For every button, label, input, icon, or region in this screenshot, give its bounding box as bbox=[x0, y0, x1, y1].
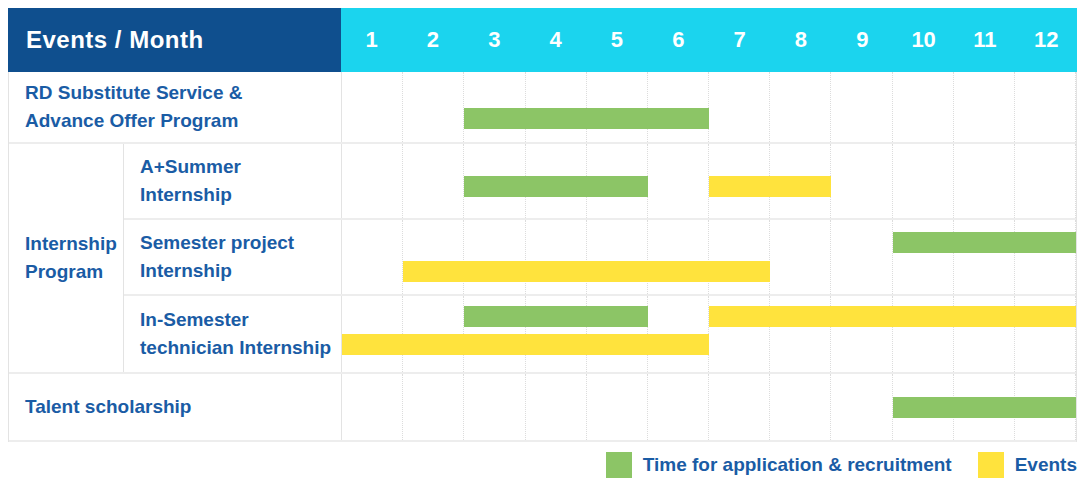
legend-label-events: Events bbox=[1015, 454, 1077, 476]
grid-cell-month-11 bbox=[954, 72, 1015, 142]
month-header: 123456789101112 bbox=[341, 8, 1077, 72]
month-label-2: 2 bbox=[402, 8, 463, 72]
month-label-9: 9 bbox=[832, 8, 893, 72]
grid-cell-month-2 bbox=[403, 220, 464, 294]
row-label: Talent scholarship bbox=[9, 374, 342, 440]
row-chart-area bbox=[342, 144, 1076, 218]
grid-cell-month-5 bbox=[587, 220, 648, 294]
grid-cell-month-7 bbox=[709, 374, 770, 440]
row-chart-area bbox=[342, 374, 1076, 440]
legend-item-application: Time for application & recruitment bbox=[606, 452, 952, 478]
table-header-row: Events / Month 123456789101112 bbox=[8, 8, 1077, 72]
gantt-bar-yellow bbox=[709, 306, 1076, 327]
month-label-11: 11 bbox=[954, 8, 1015, 72]
grid-cell-month-3 bbox=[464, 374, 525, 440]
month-label-1: 1 bbox=[341, 8, 402, 72]
grid-cell-month-1 bbox=[342, 220, 403, 294]
legend: Time for application & recruitment Event… bbox=[606, 452, 1077, 478]
grid-cell-month-9 bbox=[831, 220, 892, 294]
grid-cell-month-1 bbox=[342, 374, 403, 440]
row-label: In-Semester technician Internship bbox=[124, 296, 342, 372]
gantt-bar-green bbox=[464, 108, 709, 129]
month-label-12: 12 bbox=[1016, 8, 1077, 72]
events-month-header-cell: Events / Month bbox=[8, 8, 341, 72]
row-chart-area bbox=[342, 72, 1076, 142]
grid-cell-month-4 bbox=[526, 72, 587, 142]
gantt-body: RD Substitute Service & Advance Offer Pr… bbox=[8, 72, 1077, 442]
grid-cell-month-4 bbox=[526, 220, 587, 294]
row-label: RD Substitute Service & Advance Offer Pr… bbox=[9, 72, 342, 142]
grid-cell-month-3 bbox=[464, 72, 525, 142]
grid-cell-month-3 bbox=[464, 220, 525, 294]
legend-swatch-green bbox=[606, 452, 632, 478]
grid-cell-month-9 bbox=[831, 374, 892, 440]
gantt-row: Semester project Internship bbox=[124, 220, 1076, 296]
grid-cell-month-4 bbox=[526, 374, 587, 440]
grid-cell-month-2 bbox=[403, 72, 464, 142]
grid-cell-month-2 bbox=[403, 144, 464, 218]
grid-cell-month-9 bbox=[831, 72, 892, 142]
row-chart-area bbox=[342, 220, 1076, 294]
legend-item-events: Events bbox=[978, 452, 1077, 478]
month-label-6: 6 bbox=[648, 8, 709, 72]
grid-cell-month-11 bbox=[954, 144, 1015, 218]
group-label: Internship Program bbox=[9, 144, 124, 372]
month-label-8: 8 bbox=[770, 8, 831, 72]
gantt-row: In-Semester technician Internship bbox=[124, 296, 1076, 372]
gantt-bar-yellow bbox=[403, 261, 770, 282]
grid-cell-month-10 bbox=[893, 144, 954, 218]
grid-cell-month-1 bbox=[342, 144, 403, 218]
month-label-4: 4 bbox=[525, 8, 586, 72]
grid-cell-month-7 bbox=[709, 220, 770, 294]
grid-cell-month-8 bbox=[770, 220, 831, 294]
gantt-row: Talent scholarship bbox=[9, 374, 1076, 442]
grid-cell-month-7 bbox=[709, 72, 770, 142]
month-label-3: 3 bbox=[464, 8, 525, 72]
grid-cell-month-6 bbox=[648, 144, 709, 218]
legend-label-application: Time for application & recruitment bbox=[643, 454, 952, 476]
grid-cell-month-9 bbox=[831, 144, 892, 218]
gantt-bar-green bbox=[893, 232, 1077, 253]
grid-cell-month-12 bbox=[1015, 144, 1076, 218]
grid-cell-month-10 bbox=[893, 72, 954, 142]
grid-cell-month-6 bbox=[648, 220, 709, 294]
gantt-bar-green bbox=[464, 176, 648, 197]
grid-cell-month-2 bbox=[403, 374, 464, 440]
grid-cell-month-8 bbox=[770, 72, 831, 142]
grid-cell-month-8 bbox=[770, 374, 831, 440]
gantt-row: A+Summer Internship bbox=[124, 144, 1076, 220]
group-rows: A+Summer InternshipSemester project Inte… bbox=[124, 144, 1076, 372]
month-label-7: 7 bbox=[709, 8, 770, 72]
row-label: Semester project Internship bbox=[124, 220, 342, 294]
row-label: A+Summer Internship bbox=[124, 144, 342, 218]
row-chart-area bbox=[342, 296, 1076, 372]
gantt-bar-green bbox=[464, 306, 648, 327]
grid-cell-month-6 bbox=[648, 72, 709, 142]
grid-cell-month-5 bbox=[587, 72, 648, 142]
gantt-bar-yellow bbox=[342, 334, 709, 355]
month-label-5: 5 bbox=[586, 8, 647, 72]
grid-cell-month-5 bbox=[587, 374, 648, 440]
grid-cell-month-12 bbox=[1015, 72, 1076, 142]
gantt-row-group: Internship ProgramA+Summer InternshipSem… bbox=[9, 144, 1076, 374]
gantt-bar-yellow bbox=[709, 176, 831, 197]
gantt-table: Events / Month 123456789101112 RD Substi… bbox=[8, 8, 1077, 442]
month-label-10: 10 bbox=[893, 8, 954, 72]
grid-cell-month-6 bbox=[648, 374, 709, 440]
gantt-row: RD Substitute Service & Advance Offer Pr… bbox=[9, 72, 1076, 144]
legend-swatch-yellow bbox=[978, 452, 1004, 478]
grid-cell-month-1 bbox=[342, 72, 403, 142]
gantt-bar-green bbox=[893, 397, 1077, 418]
